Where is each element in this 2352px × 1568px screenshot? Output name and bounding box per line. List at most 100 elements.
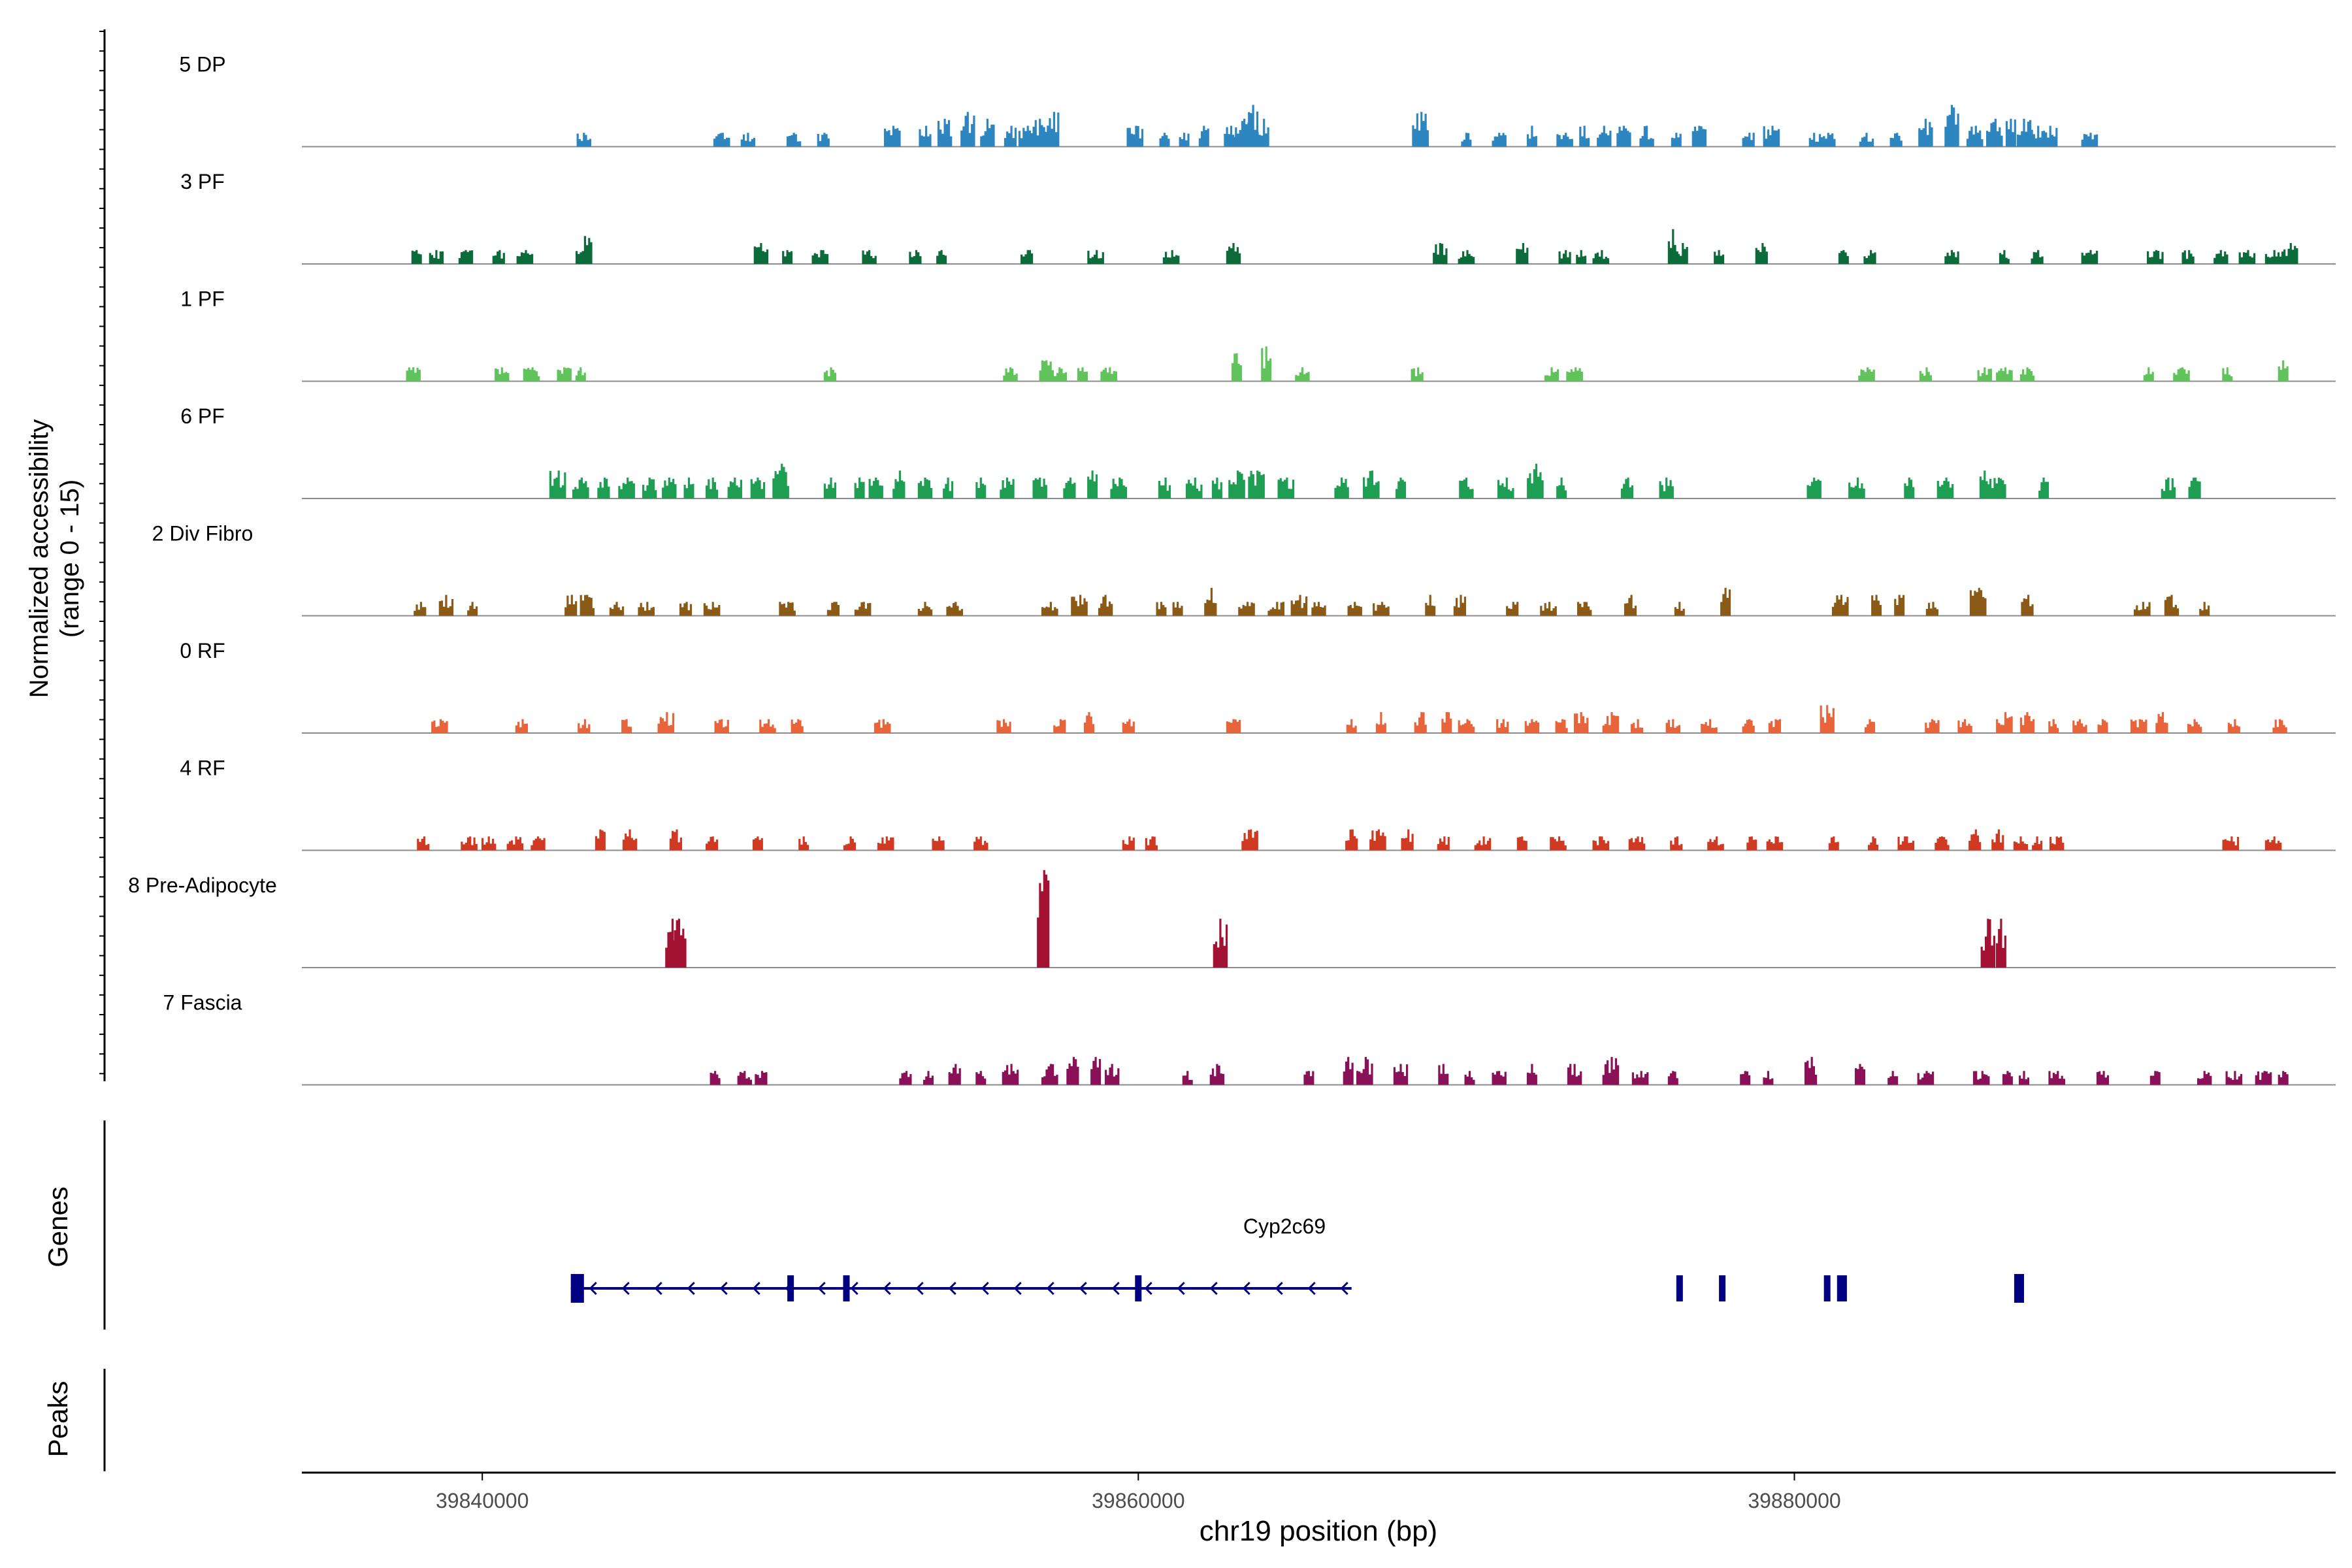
accessibility-peak [946,602,963,616]
accessibility-peak [1620,478,1634,498]
accessibility-peak [1224,125,1237,147]
accessibility-peak [2050,836,2065,851]
accessibility-peak [2016,118,2032,147]
accessibility-peak [948,1064,961,1085]
accessibility-peak [1597,125,1612,147]
accessibility-peak [429,250,444,264]
accessibility-peak [1592,836,1610,851]
accessibility-peak [2143,367,2154,382]
accessibility-peak [1474,836,1492,851]
accessibility-peak [1808,133,1820,147]
accessibility-peak [1832,595,1849,616]
accessibility-peak [909,250,922,264]
accessibility-peak [1228,470,1245,498]
accessibility-peak [782,250,793,264]
accessibility-peak [557,367,572,382]
y-axis-title-line2: (range 0 - 15) [56,480,84,638]
accessibility-peak [779,602,796,616]
accessibility-peak [2097,719,2108,733]
accessibility-peak [753,243,769,264]
track-7: 4 RF [180,757,2336,851]
accessibility-peak [458,250,474,264]
accessibility-peak [1566,367,1583,382]
track-6: 0 RF [180,639,2336,734]
accessibility-peak [1592,250,1610,264]
accessibility-peak [1363,470,1380,498]
accessibility-peak [662,478,677,498]
accessibility-peak [1021,250,1034,264]
accessibility-peak [823,367,836,382]
accessibility-peak [1497,478,1514,498]
accessibility-peak [672,919,687,968]
accessibility-peak [1256,118,1269,147]
track-3: 1 PF [180,287,2336,382]
accessibility-peak [1524,719,1540,733]
accessibility-peak [1894,595,1905,616]
accessibility-peak [2021,595,2034,616]
accessibility-peak [572,478,589,498]
accessibility-peak [1742,133,1755,147]
accessibility-peak [1667,1071,1678,1085]
accessibility-peak [1084,712,1094,733]
accessibility-peak [817,133,830,147]
accessibility-peak [1763,1071,1774,1085]
accessibility-peak [706,478,719,498]
accessibility-peak [1039,360,1054,382]
track-label: 2 Div Fibro [152,522,253,546]
gene-model: Cyp2c69 [570,1215,2024,1303]
peaks-panel-label: Peaks [42,1381,73,1458]
accessibility-peak [1000,478,1015,498]
accessibility-peak [564,595,578,616]
accessibility-peak [1972,1071,1990,1085]
accessibility-peak [414,602,427,616]
accessibility-peak [1766,836,1784,851]
accessibility-peak [1865,719,1875,733]
accessibility-peak [2013,836,2029,851]
accessibility-peak [1671,133,1682,147]
track-9: 7 Fascia [163,991,2336,1086]
accessibility-peak [759,719,776,733]
accessibility-peak [1235,118,1252,147]
accessibility-peak [1871,595,1882,616]
accessibility-peak [1261,346,1272,382]
gene-exon [1135,1275,1142,1301]
accessibility-peak [772,463,789,498]
accessibility-peak [1701,719,1718,733]
accessibility-peak [1090,1056,1102,1085]
accessibility-peak [2272,719,2287,733]
accessibility-peak [868,478,883,498]
accessibility-peak [1041,1064,1058,1085]
strand-arrow [915,1281,924,1296]
accessibility-peak [1602,1056,1620,1085]
accessibility-peak [1707,836,1724,851]
coverage-y-ticks [99,31,105,1075]
strand-arrow [1307,1281,1316,1296]
accessibility-peak [2199,602,2210,616]
accessibility-peak [1918,118,1933,147]
accessibility-peak [1204,587,1217,616]
accessibility-peak [406,367,421,382]
accessibility-peak [2222,367,2233,382]
accessibility-peak [1393,1064,1409,1085]
accessibility-peak [1464,1071,1475,1085]
accessibility-peak [1746,836,1757,851]
accessibility-peak [2222,836,2240,851]
accessibility-peak [516,250,534,264]
accessibility-peak [411,250,422,264]
accessibility-peak [740,133,756,147]
accessibility-peak [1828,836,1839,851]
accessibility-peak [1995,919,2006,968]
accessibility-peak [854,478,865,498]
accessibility-peak [669,829,682,851]
accessibility-peak [2161,478,2176,498]
strand-arrow [1340,1281,1348,1296]
track-label: 1 PF [180,287,225,311]
accessibility-peak [1805,1056,1818,1085]
accessibility-peak [2227,719,2240,733]
accessibility-peak [1122,719,1135,733]
accessibility-peak [1550,836,1567,851]
accessibility-peak [2149,1071,2161,1085]
accessibility-peak [1437,836,1450,851]
accessibility-peak [1991,829,2004,851]
accessibility-peak [679,602,693,616]
